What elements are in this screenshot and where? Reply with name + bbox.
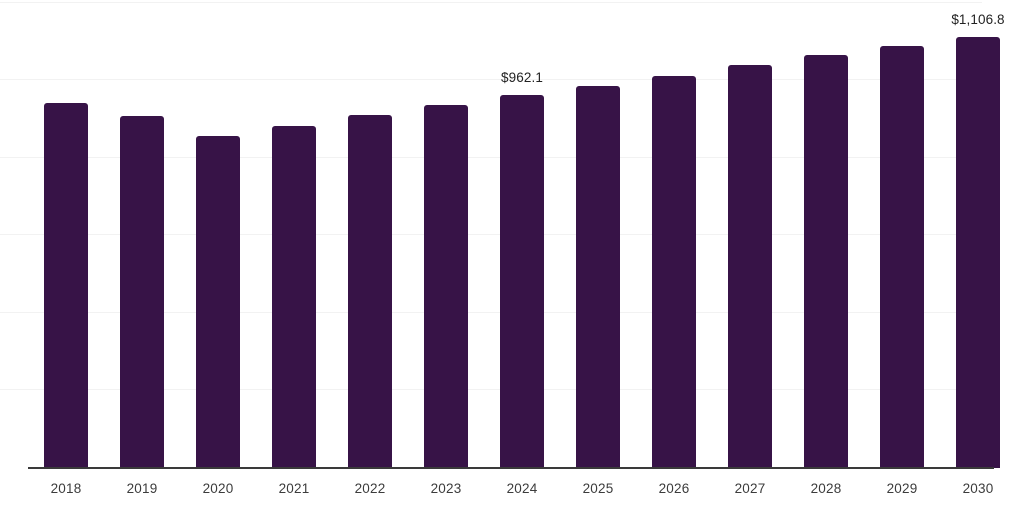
x-axis-tick-label: 2018: [50, 481, 82, 496]
bar[interactable]: [956, 37, 1000, 468]
x-axis-tick-label: 2022: [354, 481, 386, 496]
x-axis-tick-label: 2028: [810, 481, 842, 496]
bar-group: [712, 0, 788, 468]
bar[interactable]: [804, 54, 848, 468]
bar-group: [180, 0, 256, 468]
bar-group: $1,106.8: [940, 0, 1016, 468]
bars-layer: $962.1 $1,106.8: [28, 0, 1016, 468]
bar[interactable]: [120, 115, 164, 468]
x-axis-tick-label: 2020: [202, 481, 234, 496]
bar[interactable]: [348, 115, 392, 468]
bar-group: [788, 0, 864, 468]
bar[interactable]: [728, 64, 772, 468]
bar-group: [560, 0, 636, 468]
bar-value-label: $1,106.8: [951, 12, 1005, 27]
bar[interactable]: [424, 105, 468, 468]
bar[interactable]: [652, 75, 696, 468]
x-axis-tick-label: 2021: [278, 481, 310, 496]
x-axis-line: [28, 467, 994, 469]
bar-group: [636, 0, 712, 468]
x-axis-tick-label: 2029: [886, 481, 918, 496]
x-axis-tick-label: 2025: [582, 481, 614, 496]
bar-group: [28, 0, 104, 468]
bar-value-label: $962.1: [501, 70, 543, 85]
x-axis-tick-label: 2030: [962, 481, 994, 496]
bar[interactable]: [880, 45, 924, 468]
bar-group: $962.1: [484, 0, 560, 468]
bar-group: [864, 0, 940, 468]
x-axis-labels: 2018 2019 2020 2021 2022 2023 2024 2025 2026 2027…: [0, 468, 1024, 512]
x-axis-tick-label: 2027: [734, 481, 766, 496]
bar[interactable]: [44, 103, 88, 468]
bar-group: [332, 0, 408, 468]
bar[interactable]: [500, 95, 544, 468]
x-axis-tick-label: 2026: [658, 481, 690, 496]
x-axis-tick-label: 2023: [430, 481, 462, 496]
bar-group: [408, 0, 484, 468]
bar[interactable]: [272, 125, 316, 468]
x-axis-tick-label: 2024: [506, 481, 538, 496]
bar-group: [256, 0, 332, 468]
x-axis-tick-label: 2019: [126, 481, 158, 496]
bar-group: [104, 0, 180, 468]
bar[interactable]: [576, 85, 620, 468]
bar[interactable]: [196, 135, 240, 468]
